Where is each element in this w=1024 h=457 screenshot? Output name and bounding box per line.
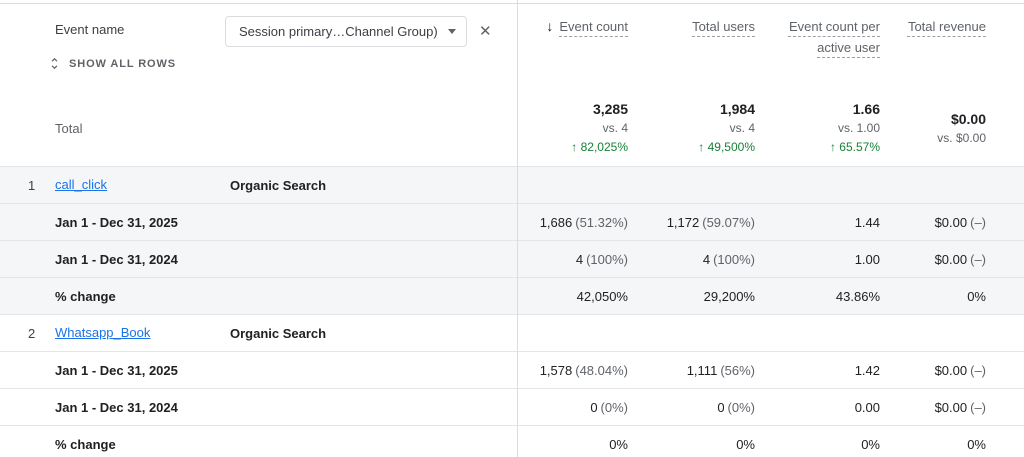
unfold-more-icon	[51, 57, 58, 70]
metric-cell: 1,686 (51.32%)	[539, 214, 628, 230]
row-index: 1	[28, 177, 36, 193]
table-header: Event name Session primary…Channel Group…	[0, 4, 1024, 90]
metric-cell: $0.00 (–)	[934, 214, 986, 230]
total-event-count-per-active-user: 1.66 vs. 1.00 ↑ 65.57%	[771, 95, 898, 161]
percent-change-label: % change	[55, 288, 116, 304]
table-body: 1 call_click Organic Search Jan 1 - Dec …	[0, 166, 1024, 457]
chevron-down-icon	[448, 29, 456, 34]
metric-cell: $0.00 (–)	[934, 399, 986, 415]
percent-change-label: % change	[55, 436, 116, 452]
event-name-link[interactable]: call_click	[55, 177, 108, 192]
metric-cell: 1,578 (48.04%)	[539, 362, 628, 378]
metric-cell: 4 (100%)	[575, 251, 628, 267]
total-value: 3,285	[592, 101, 628, 117]
totals-label: Total	[55, 120, 83, 136]
date-range-label: Jan 1 - Dec 31, 2025	[55, 362, 178, 378]
table-row: Jan 1 - Dec 31, 2024 4 (100%) 4 (100%) 1.0…	[0, 240, 1024, 277]
total-change-positive: ↑ 49,500%	[698, 140, 755, 154]
table-row: Jan 1 - Dec 31, 2025 1,578 (48.04%) 1,111…	[0, 351, 1024, 388]
total-total-revenue: $0.00 vs. $0.00	[898, 95, 1024, 161]
total-comparison: vs. 4	[602, 121, 628, 135]
total-change-positive: ↑ 65.57%	[829, 140, 880, 154]
metric-cell: 0%	[967, 288, 986, 304]
metric-cell: $0.00 (–)	[934, 251, 986, 267]
total-comparison: vs. 4	[729, 121, 755, 135]
metric-cell: 1.00	[854, 251, 880, 267]
date-range-label: Jan 1 - Dec 31, 2024	[55, 399, 178, 415]
total-comparison: vs. $0.00	[937, 130, 986, 145]
show-all-rows-label: SHOW ALL ROWS	[69, 57, 177, 70]
table-row: Jan 1 - Dec 31, 2025 1,686 (51.32%) 1,172…	[0, 203, 1024, 240]
metric-cell: 1.44	[854, 214, 880, 230]
event-name-link[interactable]: Whatsapp_Book	[55, 325, 151, 340]
column-header-label: Event count per active user	[788, 19, 880, 55]
close-icon[interactable]: ✕	[479, 23, 492, 40]
header-dimension-area: Event name Session primary…Channel Group…	[0, 4, 517, 90]
table-row-group-header: 2 Whatsapp_Book Organic Search	[0, 314, 1024, 351]
dimension-column-label: Event name	[55, 22, 125, 37]
metric-cell: 0 (0%)	[590, 399, 628, 415]
metric-cell: 0 (0%)	[717, 399, 755, 415]
table-row-group-header: 1 call_click Organic Search	[0, 166, 1024, 203]
metric-cell: 4 (100%)	[702, 251, 755, 267]
total-total-users: 1,984 vs. 4 ↑ 49,500%	[644, 95, 771, 161]
total-change-positive: ↑ 82,025%	[571, 140, 628, 154]
secondary-dimension-dropdown[interactable]: Session primary…Channel Group)	[225, 16, 467, 47]
column-header-total-revenue[interactable]: Total revenue	[898, 16, 1024, 90]
table-row: Jan 1 - Dec 31, 2024 0 (0%) 0 (0%) 0.00 $0…	[0, 388, 1024, 425]
secondary-dimension-value: Session primary…Channel Group)	[239, 24, 438, 39]
date-range-label: Jan 1 - Dec 31, 2025	[55, 214, 178, 230]
table-row: % change 0% 0% 0% 0%	[0, 425, 1024, 457]
row-index: 2	[28, 325, 36, 341]
metric-cell: 1.42	[854, 362, 880, 378]
metric-cell: 29,200%	[703, 288, 755, 304]
column-header-total-users[interactable]: Total users	[644, 16, 771, 90]
metric-cell: 0.00	[854, 399, 880, 415]
metric-cell: $0.00 (–)	[934, 362, 986, 378]
total-value: 1.66	[852, 101, 880, 117]
metric-cell: 43.86%	[835, 288, 880, 304]
total-value: $0.00	[950, 110, 986, 127]
date-range-label: Jan 1 - Dec 31, 2024	[55, 251, 178, 267]
metric-cell: 1,172 (59.07%)	[666, 214, 755, 230]
column-header-label: Total users	[692, 19, 755, 34]
column-header-event-count-per-active-user[interactable]: Event count per active user	[771, 16, 898, 90]
show-all-rows-button[interactable]: SHOW ALL ROWS	[47, 56, 176, 71]
sort-descending-icon: ↓	[546, 18, 554, 34]
table-row: % change 42,050% 29,200% 43.86% 0%	[0, 277, 1024, 314]
total-value: 1,984	[719, 101, 755, 117]
channel-group-label: Organic Search	[230, 325, 327, 341]
metric-cell: 0%	[736, 436, 755, 452]
total-comparison: vs. 1.00	[837, 121, 880, 135]
metric-cell: 42,050%	[576, 288, 628, 304]
dimension-metrics-divider	[517, 0, 518, 457]
metric-cell: 0%	[861, 436, 880, 452]
metric-headers: ↓ Event count Total users Event count per…	[517, 4, 1024, 90]
totals-row: Total 3,285 vs. 4 ↑ 82,025% 1,984 vs. 4 …	[0, 90, 1024, 166]
metric-cell: 1,111 (56%)	[686, 362, 755, 378]
column-header-label: Total revenue	[907, 19, 986, 34]
channel-group-label: Organic Search	[230, 177, 327, 193]
metric-cell: 0%	[609, 436, 628, 452]
column-header-event-count[interactable]: ↓ Event count	[517, 16, 644, 90]
column-header-label: Event count	[559, 19, 628, 34]
metric-cell: 0%	[967, 436, 986, 452]
top-divider	[0, 3, 1024, 4]
total-event-count: 3,285 vs. 4 ↑ 82,025%	[517, 95, 644, 161]
